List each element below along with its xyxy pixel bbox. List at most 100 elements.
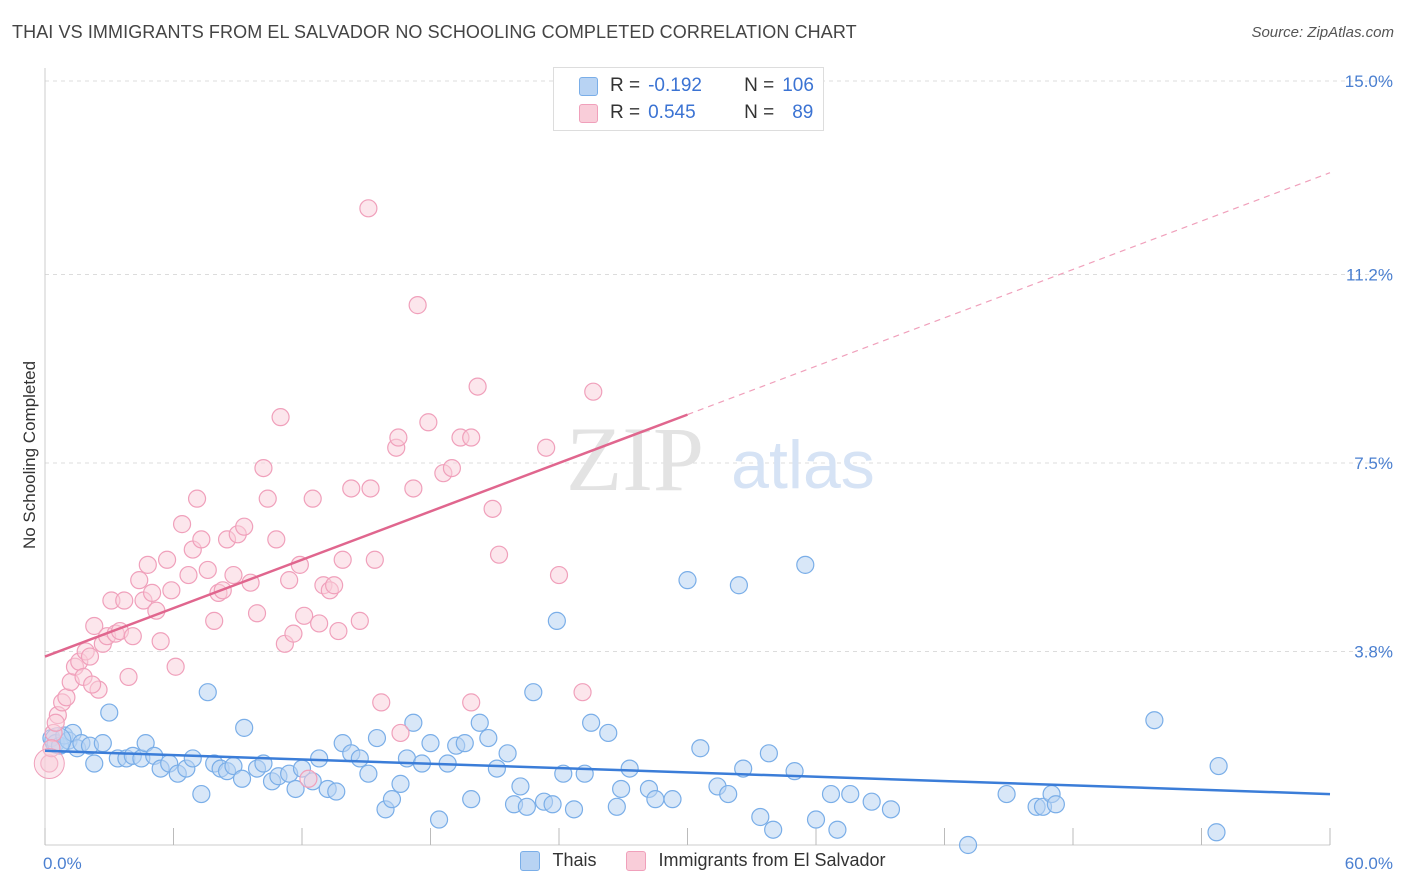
y-tick-label: 7.5% — [1354, 454, 1393, 473]
thai-point — [391, 774, 410, 793]
el-salvador-point — [198, 560, 217, 580]
x-tick-label: 0.0% — [43, 854, 82, 873]
stats-n-value: 106 — [782, 75, 814, 96]
thai-point — [862, 792, 881, 811]
thai-point — [719, 784, 738, 804]
thai-point — [479, 728, 498, 748]
el-salvador-point — [179, 565, 198, 585]
thai-point — [350, 749, 369, 768]
thai-point — [487, 759, 506, 778]
el-salvador-point — [350, 611, 369, 630]
el-salvador-point — [284, 624, 303, 643]
el-salvador-point — [365, 550, 384, 569]
thai-point — [498, 744, 517, 763]
thai-point — [192, 784, 211, 804]
el-salvador-trend-line — [44, 413, 688, 658]
y-tick-label: 3.8% — [1354, 642, 1393, 661]
trend-lines — [44, 172, 1331, 796]
legend-item-el-salvador[interactable]: Immigrants from El Salvador — [626, 850, 886, 871]
el-salvador-point — [280, 571, 299, 590]
thai-point — [821, 784, 841, 804]
el-salvador-point — [205, 611, 224, 630]
el-salvador-point — [258, 489, 277, 508]
el-salvador-point — [295, 606, 314, 625]
thai-point — [599, 723, 618, 743]
el-salvador-points — [33, 199, 603, 788]
source-note: Source: ZipAtlas.com — [1251, 24, 1394, 41]
thai-point — [462, 790, 481, 809]
thai-point — [1046, 795, 1065, 814]
stats-n-label: N = — [744, 102, 775, 123]
stats-r-label: R = — [610, 102, 641, 123]
legend: Thais Immigrants from El Salvador — [0, 850, 1406, 871]
thai-point — [511, 777, 530, 796]
el-salvador-point — [254, 458, 273, 478]
el-salvador-point — [391, 723, 410, 743]
el-salvador-point — [372, 693, 391, 712]
el-salvador-point — [46, 713, 65, 732]
thai-point — [841, 784, 860, 804]
thai-point — [85, 754, 104, 773]
thai-point — [1145, 711, 1164, 730]
thai-trend-line — [44, 749, 1331, 796]
thai-point — [429, 810, 449, 829]
thai-point — [198, 683, 217, 702]
el-salvador-trend-extension — [687, 172, 1331, 416]
el-salvador-legend-swatch — [626, 850, 647, 871]
thai-point — [691, 739, 710, 758]
axes — [44, 68, 1331, 846]
thai-point — [183, 749, 202, 768]
thai-point — [997, 784, 1016, 804]
thai-point — [286, 779, 305, 799]
thai-point — [232, 769, 252, 788]
el-salvador-point — [489, 545, 509, 564]
thai-point — [547, 611, 566, 630]
legend-label: Immigrants from El Salvador — [658, 850, 886, 870]
el-salvador-point — [483, 499, 502, 518]
el-salvador-point — [192, 530, 211, 549]
el-salvador-point — [123, 627, 142, 646]
thai-point — [759, 744, 778, 763]
thai-point — [663, 790, 682, 809]
el-salvador-point — [549, 565, 569, 585]
thai-point — [100, 703, 119, 722]
stats-r-value: 0.545 — [648, 102, 696, 123]
el-salvador-point — [310, 614, 329, 633]
el-salvador-point — [235, 517, 254, 536]
el-salvador-point — [408, 296, 427, 315]
thai-point — [359, 764, 378, 783]
thai-point — [421, 734, 440, 753]
thai-point — [367, 728, 387, 748]
watermark-atlas: atlas — [731, 427, 875, 503]
el-salvador-point — [157, 550, 177, 569]
el-salvador-swatch — [579, 103, 598, 123]
thai-point — [404, 713, 423, 732]
chart-title: THAI VS IMMIGRANTS FROM EL SALVADOR NO S… — [12, 22, 857, 42]
thai-point — [1209, 756, 1228, 776]
thai-point — [1207, 823, 1226, 842]
el-salvador-point — [462, 428, 481, 447]
el-salvador-point — [361, 479, 380, 498]
el-salvador-point — [142, 583, 162, 602]
el-salvador-point — [162, 581, 181, 600]
el-salvador-point — [166, 657, 185, 676]
el-salvador-point — [404, 479, 423, 498]
stats-row-el-salvador: R = 0.545 N = 89 — [579, 100, 813, 126]
thai-point — [470, 713, 489, 732]
thai-point — [382, 790, 402, 809]
el-salvador-point — [271, 408, 290, 427]
legend-item-thais[interactable]: Thais — [520, 850, 596, 871]
thai-point — [93, 734, 112, 753]
thai-points — [42, 555, 1228, 855]
el-salvador-point — [359, 199, 378, 218]
el-salvador-point — [115, 591, 134, 610]
el-salvador-point — [267, 530, 286, 549]
el-salvador-point — [468, 377, 487, 396]
thai-point — [524, 683, 543, 702]
stats-n-value: 89 — [792, 102, 814, 123]
el-salvador-point — [119, 667, 138, 687]
thai-point — [729, 576, 749, 595]
thai-point — [582, 713, 601, 732]
thai-swatch — [579, 76, 598, 96]
